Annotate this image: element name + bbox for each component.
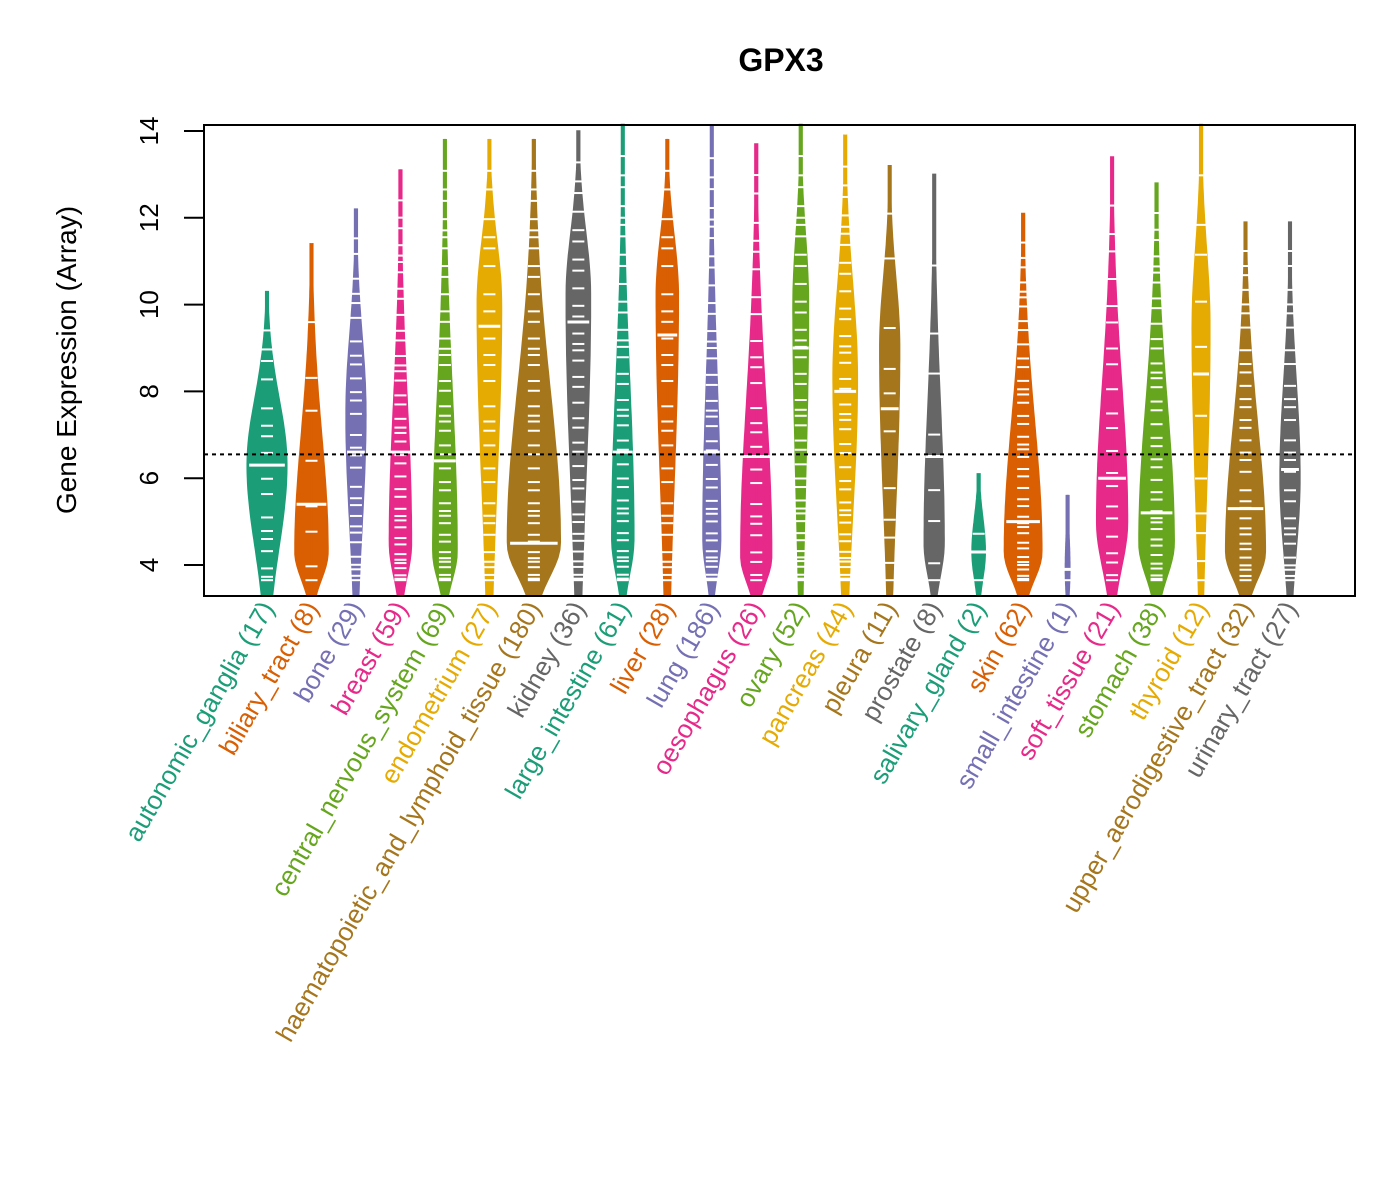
y-tick-label: 12 [134, 203, 164, 232]
y-axis-label: Gene Expression (Array) [51, 206, 82, 514]
y-tick-label: 10 [134, 290, 164, 319]
plot-frame [203, 124, 1356, 597]
x-axis-labels: autonomic_ganglia (17)biliary_tract (8)b… [118, 596, 1303, 1047]
y-tick-label: 8 [134, 384, 164, 398]
chart-title: GPX3 [738, 42, 824, 78]
y-tick-label: 6 [134, 471, 164, 485]
violins-group [246, 123, 1301, 597]
y-axis: 4 6 8 10 12 14 [134, 117, 204, 572]
y-tick-label: 4 [134, 558, 164, 572]
y-tick-label: 14 [134, 117, 164, 146]
